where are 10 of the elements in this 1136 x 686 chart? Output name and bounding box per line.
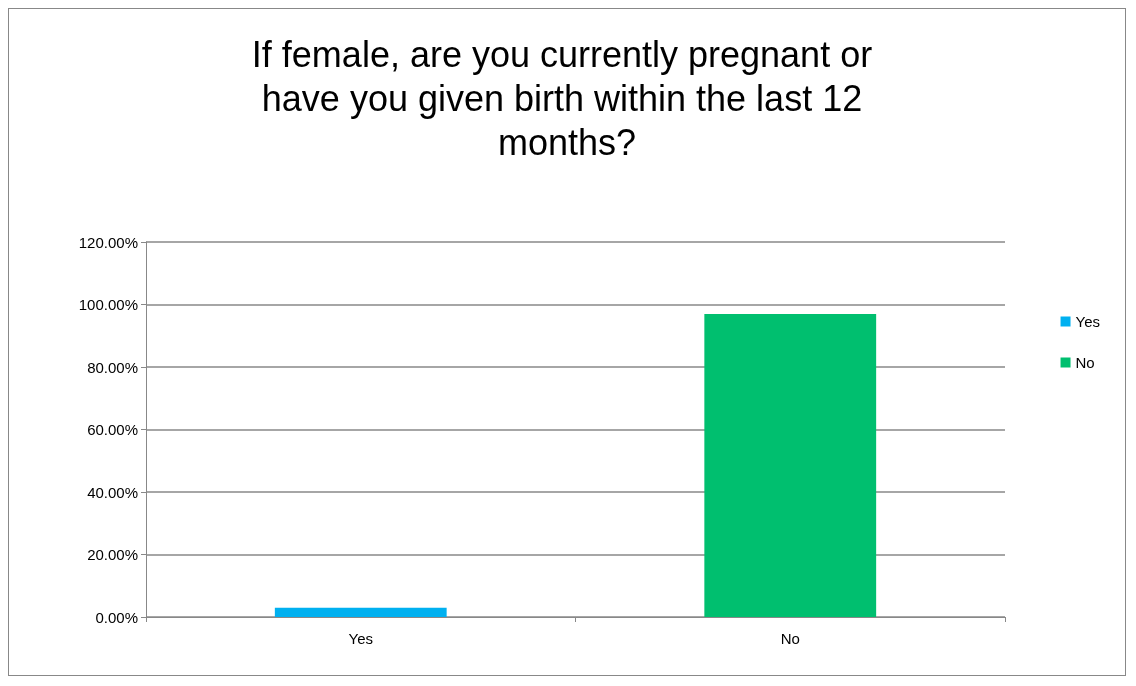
- legend-label: No: [1075, 354, 1095, 371]
- y-tick-label: 80.00%: [87, 358, 138, 376]
- y-tick-label: 20.00%: [87, 546, 138, 563]
- chart-title: If female, are you currently pregnant or have you given birth within the last 12 months?: [251, 33, 883, 163]
- y-tick-label: 120.00%: [78, 233, 138, 251]
- y-tick-label: 100.00%: [78, 296, 138, 313]
- y-tick-label: 0.00%: [95, 608, 138, 626]
- y-tick-label: 60.00%: [87, 421, 138, 438]
- y-tick-label: 40.00%: [87, 483, 138, 501]
- legend-label: Yes: [1075, 313, 1101, 330]
